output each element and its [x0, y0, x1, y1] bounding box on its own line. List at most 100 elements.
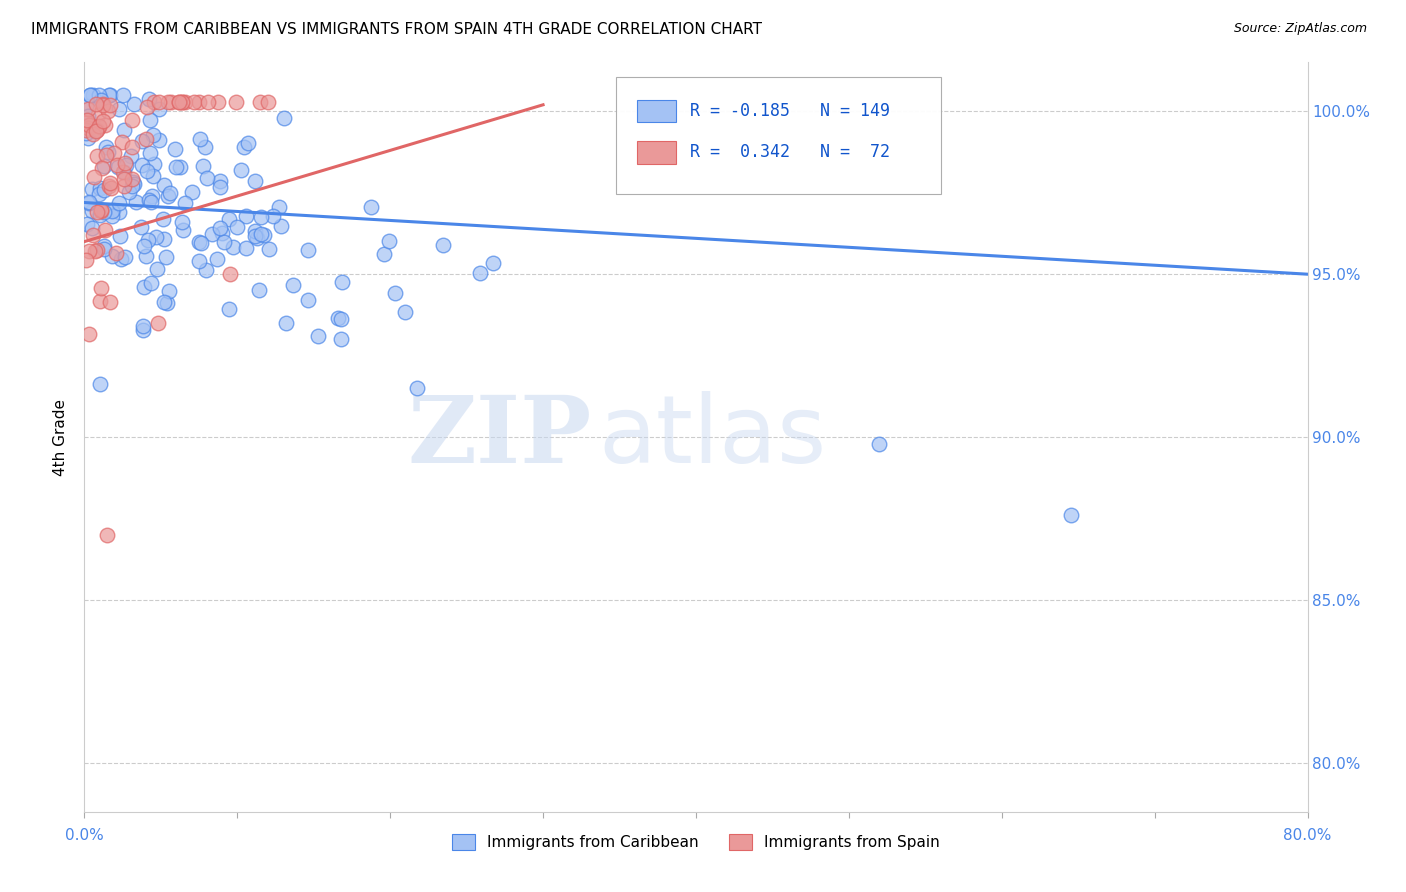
Point — [89, 208, 111, 222]
Point — [122, 177, 145, 191]
Point — [94, 118, 117, 132]
Point — [330, 276, 353, 290]
Point — [167, 95, 190, 109]
Point — [253, 227, 276, 242]
Point — [207, 95, 229, 109]
Point — [246, 231, 269, 245]
Point — [249, 95, 271, 109]
Point — [98, 294, 121, 309]
Point — [80, 203, 103, 218]
Point — [148, 95, 170, 109]
Point — [77, 195, 100, 210]
Point — [90, 281, 112, 295]
Text: 80.0%: 80.0% — [1284, 828, 1331, 843]
Point — [330, 311, 353, 326]
Point — [250, 210, 273, 224]
Point — [89, 120, 111, 134]
Point — [111, 88, 134, 103]
Point — [77, 102, 100, 116]
Point — [107, 160, 129, 174]
Point — [121, 171, 143, 186]
Point — [211, 227, 233, 241]
Point — [225, 95, 247, 109]
Point — [218, 302, 240, 317]
Point — [114, 250, 136, 264]
Point — [80, 220, 103, 235]
Point — [209, 221, 232, 235]
Point — [152, 232, 174, 246]
Point — [118, 185, 141, 199]
Point — [77, 195, 100, 210]
Point — [101, 209, 124, 223]
Point — [297, 243, 319, 257]
Point — [112, 165, 135, 179]
Point — [77, 118, 100, 132]
Point — [84, 124, 107, 138]
Point — [87, 108, 110, 122]
Point — [269, 201, 291, 215]
Point — [108, 102, 131, 116]
Point — [250, 227, 273, 241]
Point — [79, 88, 101, 103]
Point — [170, 95, 193, 109]
Point — [91, 97, 114, 112]
Point — [82, 181, 104, 195]
Point — [173, 95, 195, 109]
Point — [281, 277, 304, 292]
Point — [98, 177, 121, 191]
Point — [257, 95, 280, 109]
Point — [205, 252, 228, 267]
Point — [93, 159, 115, 173]
Point — [100, 204, 122, 219]
Point — [195, 171, 218, 186]
Point — [159, 186, 181, 200]
Point — [79, 88, 101, 103]
Point — [229, 163, 252, 178]
Point — [138, 194, 160, 208]
Point — [138, 92, 160, 106]
Point — [121, 113, 143, 128]
Point — [155, 250, 177, 264]
Y-axis label: 4th Grade: 4th Grade — [53, 399, 69, 475]
Point — [276, 317, 298, 331]
Point — [97, 104, 120, 119]
Point — [97, 145, 120, 159]
Point — [93, 205, 115, 219]
Point — [80, 119, 103, 133]
Point — [120, 149, 142, 163]
Point — [77, 109, 100, 123]
Point — [100, 180, 122, 194]
Point — [84, 97, 107, 112]
FancyBboxPatch shape — [616, 78, 941, 194]
Point — [188, 235, 211, 249]
Point — [112, 164, 135, 178]
Point — [139, 145, 162, 160]
Point — [136, 233, 159, 247]
Point — [360, 200, 382, 214]
Point — [97, 88, 120, 103]
Bar — [637, 100, 676, 122]
Point — [270, 219, 292, 234]
Point — [139, 277, 162, 291]
Point — [143, 95, 166, 109]
Point — [153, 178, 176, 193]
Point — [218, 211, 240, 226]
Point — [89, 294, 111, 309]
Point — [146, 316, 169, 330]
Point — [91, 114, 114, 128]
Point — [181, 185, 204, 199]
Point — [93, 242, 115, 256]
Point — [139, 194, 162, 209]
Point — [142, 157, 165, 171]
Point — [226, 220, 249, 235]
Point — [132, 280, 155, 294]
Point — [169, 160, 191, 174]
Point — [468, 266, 491, 280]
Text: Source: ZipAtlas.com: Source: ZipAtlas.com — [1233, 22, 1367, 36]
Point — [156, 189, 179, 203]
Point — [89, 119, 111, 133]
Point — [90, 93, 112, 107]
Point — [297, 293, 319, 308]
Point — [83, 169, 105, 184]
Point — [273, 111, 295, 125]
